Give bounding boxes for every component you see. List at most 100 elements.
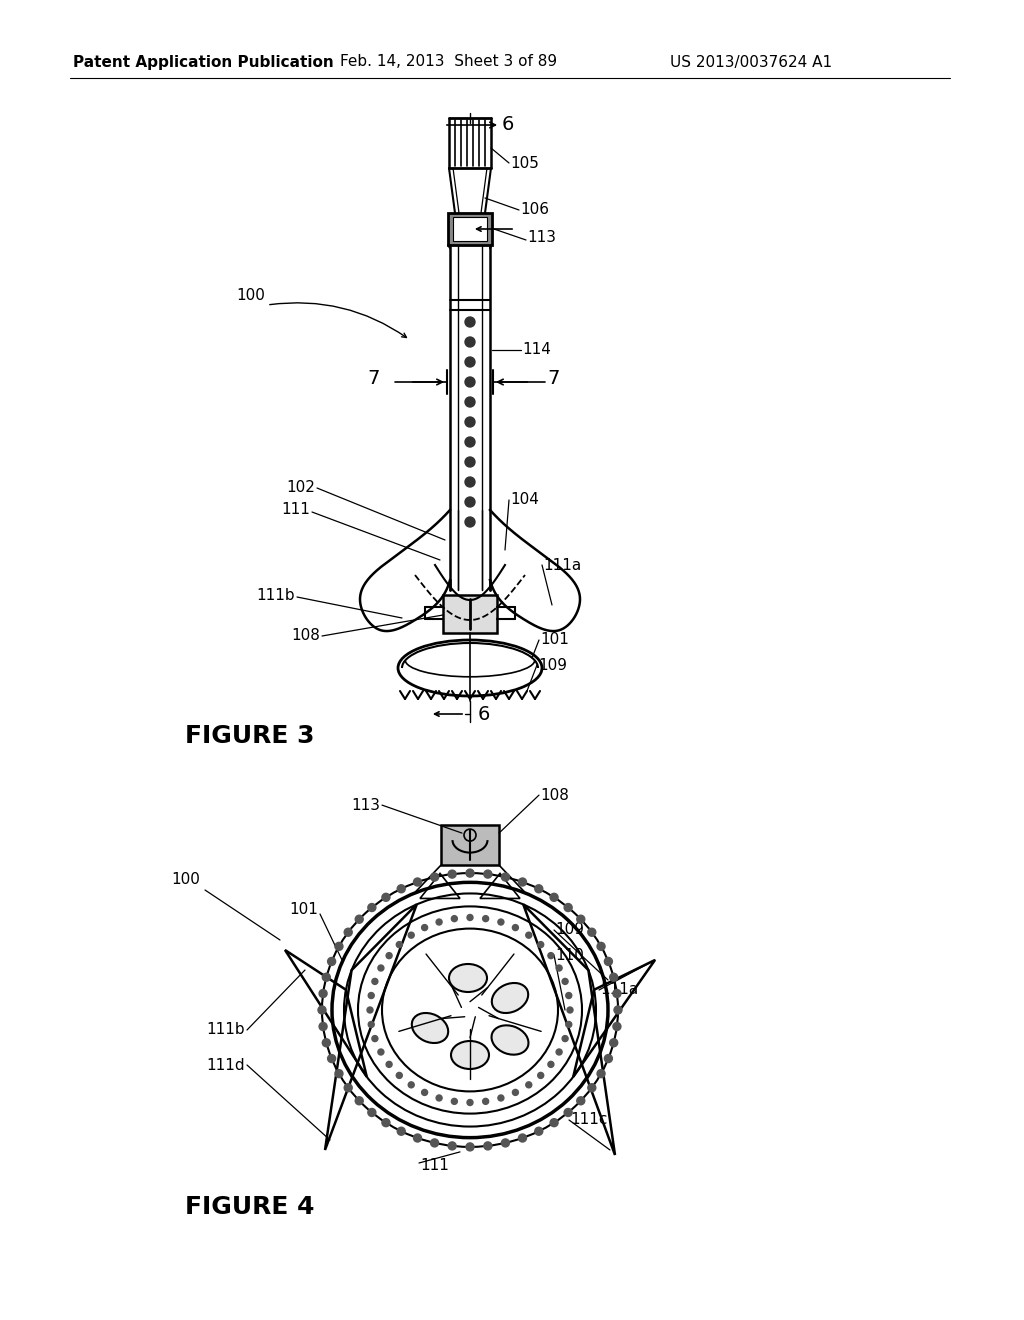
Circle shape	[613, 990, 621, 998]
Circle shape	[609, 973, 617, 981]
Circle shape	[465, 437, 475, 447]
Circle shape	[550, 894, 558, 902]
Circle shape	[482, 916, 488, 921]
Circle shape	[372, 1036, 378, 1041]
Text: 109: 109	[555, 923, 584, 937]
Ellipse shape	[449, 964, 487, 993]
Text: 111d: 111d	[207, 1057, 245, 1072]
Circle shape	[483, 1142, 492, 1150]
Circle shape	[609, 1039, 617, 1047]
Circle shape	[566, 1022, 571, 1027]
Circle shape	[465, 477, 475, 487]
Circle shape	[367, 1007, 373, 1012]
Circle shape	[535, 884, 543, 892]
Circle shape	[564, 903, 572, 912]
Circle shape	[614, 1006, 622, 1014]
Circle shape	[498, 919, 504, 925]
Text: 101: 101	[540, 632, 569, 648]
Text: 100: 100	[171, 873, 200, 887]
Circle shape	[323, 1039, 331, 1047]
Circle shape	[449, 1142, 456, 1150]
Circle shape	[386, 953, 392, 958]
Bar	[441, 825, 499, 865]
Circle shape	[396, 941, 402, 948]
Circle shape	[344, 928, 352, 936]
Circle shape	[498, 1096, 504, 1101]
Circle shape	[604, 957, 612, 965]
Text: 101: 101	[289, 903, 318, 917]
Circle shape	[465, 417, 475, 426]
Text: 113: 113	[527, 231, 556, 246]
Circle shape	[512, 924, 518, 931]
Circle shape	[525, 1082, 531, 1088]
Circle shape	[518, 878, 526, 886]
Circle shape	[430, 873, 438, 880]
Circle shape	[369, 993, 374, 998]
Circle shape	[328, 1055, 336, 1063]
Text: 110: 110	[555, 948, 584, 962]
Circle shape	[465, 457, 475, 467]
Ellipse shape	[382, 928, 558, 1092]
Circle shape	[518, 1134, 526, 1142]
Circle shape	[597, 942, 605, 950]
Circle shape	[335, 1069, 343, 1077]
Text: 111: 111	[282, 503, 310, 517]
Circle shape	[368, 1109, 376, 1117]
Circle shape	[409, 1082, 415, 1088]
Circle shape	[502, 1139, 509, 1147]
Circle shape	[467, 1100, 473, 1106]
Text: US 2013/0037624 A1: US 2013/0037624 A1	[670, 54, 833, 70]
Circle shape	[567, 1007, 573, 1012]
Text: 114: 114	[522, 342, 551, 358]
Circle shape	[548, 1061, 554, 1068]
Circle shape	[502, 873, 509, 880]
Circle shape	[465, 317, 475, 327]
Circle shape	[430, 1139, 438, 1147]
Ellipse shape	[412, 1012, 449, 1043]
Circle shape	[604, 1055, 612, 1063]
Circle shape	[465, 378, 475, 387]
Circle shape	[372, 978, 378, 985]
Circle shape	[482, 1098, 488, 1105]
Circle shape	[588, 1084, 596, 1092]
Text: 7: 7	[547, 370, 559, 388]
Text: 111b: 111b	[256, 587, 295, 602]
Circle shape	[483, 870, 492, 878]
Circle shape	[465, 397, 475, 407]
Circle shape	[613, 1023, 621, 1031]
Text: 111a: 111a	[600, 982, 638, 998]
Ellipse shape	[451, 1041, 489, 1069]
Text: 105: 105	[510, 156, 539, 170]
Circle shape	[465, 337, 475, 347]
Circle shape	[319, 990, 327, 998]
Circle shape	[449, 870, 456, 878]
Circle shape	[397, 884, 406, 892]
Text: 108: 108	[540, 788, 569, 803]
Circle shape	[378, 1049, 384, 1055]
Circle shape	[414, 1134, 422, 1142]
Text: 104: 104	[510, 492, 539, 507]
Text: 113: 113	[351, 797, 380, 813]
Circle shape	[535, 1127, 543, 1135]
Circle shape	[386, 1061, 392, 1068]
Text: 106: 106	[520, 202, 549, 218]
Circle shape	[323, 973, 331, 981]
Circle shape	[597, 1069, 605, 1077]
Circle shape	[319, 1023, 327, 1031]
Ellipse shape	[398, 640, 542, 696]
Text: 6: 6	[502, 116, 514, 135]
Circle shape	[466, 869, 474, 876]
Circle shape	[369, 1022, 374, 1027]
Circle shape	[452, 1098, 458, 1105]
Circle shape	[548, 953, 554, 958]
Text: 111b: 111b	[207, 1023, 245, 1038]
Bar	[443, 595, 497, 634]
Circle shape	[465, 498, 475, 507]
Circle shape	[556, 1049, 562, 1055]
Circle shape	[588, 928, 596, 936]
Circle shape	[538, 1072, 544, 1078]
Circle shape	[422, 1089, 428, 1096]
Circle shape	[422, 924, 428, 931]
Circle shape	[538, 941, 544, 948]
Ellipse shape	[492, 1026, 528, 1055]
